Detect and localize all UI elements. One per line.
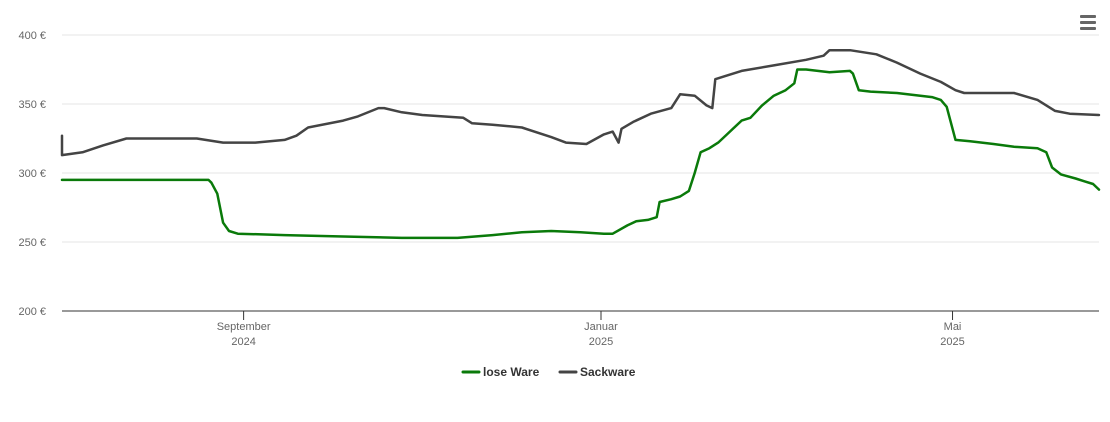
- y-tick-label: 400 €: [18, 30, 46, 42]
- y-tick-label: 250 €: [18, 237, 46, 249]
- legend[interactable]: lose Ware Sackware: [461, 365, 636, 379]
- series-line-lose-ware[interactable]: [60, 68, 1101, 240]
- x-tick-label-month: Mai: [944, 321, 962, 333]
- hamburger-menu-icon[interactable]: [1074, 10, 1102, 34]
- y-tick-label: 300 €: [18, 168, 46, 180]
- x-tick-label-year: 2024: [231, 336, 255, 348]
- x-tick-label-year: 2025: [940, 336, 964, 348]
- series-line-sackware[interactable]: [60, 48, 1101, 157]
- x-tick-label-month: September: [217, 321, 271, 333]
- legend-item[interactable]: lose Ware: [461, 365, 540, 379]
- legend-item[interactable]: Sackware: [558, 365, 636, 379]
- y-axis: 200 € 250 € 300 € 350 € 400 €: [18, 30, 46, 318]
- x-tick-label-month: Januar: [584, 321, 618, 333]
- x-axis: September 2024 Januar 2025 Mai 2025: [217, 311, 965, 348]
- series-group: [60, 48, 1101, 240]
- grid-lines: [62, 34, 1099, 243]
- x-tick-label-year: 2025: [589, 336, 613, 348]
- y-tick-label: 350 €: [18, 99, 46, 111]
- legend-label: Sackware: [580, 365, 636, 379]
- y-tick-label: 200 €: [18, 306, 46, 318]
- legend-label: lose Ware: [483, 365, 540, 379]
